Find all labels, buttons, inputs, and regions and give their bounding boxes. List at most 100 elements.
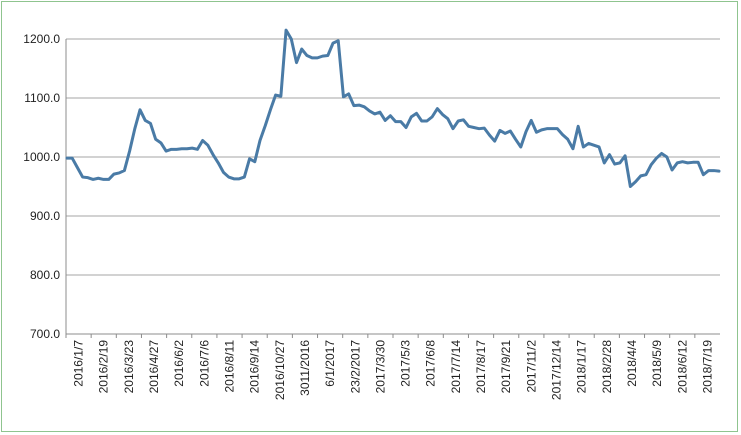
data-point <box>457 120 460 122</box>
x-tick-label: 2017/6/8 <box>424 340 438 387</box>
data-point <box>473 126 475 129</box>
data-point <box>389 114 392 117</box>
data-point <box>692 161 694 164</box>
data-point <box>535 131 538 134</box>
data-point <box>149 122 152 125</box>
x-tick-label: 2017/9/21 <box>499 340 513 394</box>
data-point <box>233 178 235 180</box>
data-point <box>290 38 293 40</box>
data-point <box>676 162 679 164</box>
data-point <box>514 138 517 141</box>
x-tick-label: 2016/10/27 <box>273 340 287 400</box>
x-tick-label: 2016/6/2 <box>172 340 186 387</box>
data-point <box>128 150 131 152</box>
data-point <box>227 176 230 178</box>
x-tick-label: 2017/5/3 <box>399 340 413 387</box>
data-point <box>446 117 449 120</box>
x-tick-label: 2018/1/17 <box>575 340 589 394</box>
data-point <box>519 146 522 148</box>
data-point <box>556 127 559 130</box>
data-point <box>87 176 89 179</box>
data-point <box>160 142 162 144</box>
data-point <box>525 130 527 133</box>
x-tick-label: 2018/6/12 <box>675 340 689 394</box>
data-point <box>113 173 115 175</box>
x-tick-label: 6/1/2017 <box>323 340 337 387</box>
data-point <box>264 124 267 127</box>
x-tick-label: 2017/7/14 <box>449 340 463 394</box>
data-point <box>327 54 329 57</box>
data-point <box>420 120 423 122</box>
data-point <box>593 144 595 146</box>
y-axis-tick-labels: 700.0 800.0 900.0 1000.0 1100.0 1200.0 <box>23 32 60 341</box>
x-tick-label: 2017/11/2 <box>524 340 538 393</box>
data-point <box>165 150 167 152</box>
y-tick-label: 700.0 <box>30 327 60 341</box>
series-line <box>65 28 721 188</box>
data-point <box>577 125 579 128</box>
data-point <box>561 133 564 136</box>
data-point <box>671 169 673 171</box>
data-point <box>566 138 569 141</box>
x-tick-label: 2017/3/30 <box>373 340 387 394</box>
data-point <box>431 116 433 118</box>
data-point <box>660 152 663 155</box>
data-point <box>134 127 136 130</box>
data-point <box>269 109 272 111</box>
data-point <box>634 180 637 183</box>
data-point <box>300 48 303 50</box>
data-point <box>175 148 178 151</box>
data-point <box>274 94 277 96</box>
gridlines <box>66 38 720 276</box>
data-point <box>363 106 366 108</box>
data-point <box>280 95 282 98</box>
x-tick-label: 2017/8/17 <box>474 340 488 394</box>
data-point <box>384 119 386 122</box>
data-point <box>97 177 100 180</box>
x-tick-label: 2016/3/23 <box>122 340 136 394</box>
axes <box>65 39 720 338</box>
data-point <box>540 129 543 131</box>
x-tick-label: 2016/8/11 <box>223 340 237 393</box>
data-point <box>613 163 616 165</box>
data-point <box>71 157 74 159</box>
data-point <box>452 127 454 130</box>
data-point <box>222 171 225 174</box>
data-point <box>410 116 413 118</box>
data-point <box>66 157 68 159</box>
data-point <box>316 57 319 59</box>
data-point <box>81 176 84 178</box>
data-point <box>170 148 173 151</box>
y-tick-label: 1100.0 <box>24 91 60 105</box>
x-tick-label: 23/2/2017 <box>348 340 362 394</box>
data-point <box>582 146 585 148</box>
y-tick-label: 1200.0 <box>23 32 60 46</box>
data-point <box>238 178 240 180</box>
data-point <box>619 162 621 164</box>
data-point <box>645 173 647 176</box>
y-tick-label: 800.0 <box>30 268 60 282</box>
data-point <box>373 113 376 115</box>
data-point <box>467 125 470 128</box>
data-point <box>426 120 428 122</box>
data-point <box>285 29 287 31</box>
data-point <box>598 146 600 148</box>
data-point <box>259 139 261 142</box>
y-tick-label: 900.0 <box>30 209 60 223</box>
data-point <box>253 160 256 163</box>
data-point <box>681 160 684 163</box>
data-point <box>102 178 105 181</box>
data-point <box>572 147 574 150</box>
data-point <box>650 163 652 166</box>
data-point <box>201 139 204 142</box>
data-point <box>207 144 209 146</box>
data-point <box>436 107 439 110</box>
data-point <box>347 93 350 95</box>
data-point <box>493 140 496 142</box>
data-point <box>639 175 642 177</box>
data-point <box>311 57 313 59</box>
y-tick-label: 1000.0 <box>23 150 60 164</box>
data-point <box>332 42 334 44</box>
data-point <box>243 176 246 178</box>
x-tick-label: 2017/12/14 <box>550 340 564 400</box>
